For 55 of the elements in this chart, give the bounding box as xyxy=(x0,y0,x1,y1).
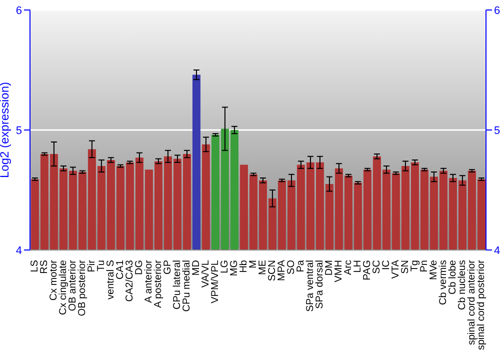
x-tick-label: RS xyxy=(38,260,50,274)
x-tick-label: CA2/CA3 xyxy=(124,260,136,302)
x-tick-label: Arc xyxy=(342,260,354,275)
x-tick-label: Cb nucleus xyxy=(456,260,468,310)
y2-tick-label: 5 xyxy=(494,124,500,137)
x-tick-label: MG xyxy=(228,260,240,276)
x-tick-label: Tg xyxy=(409,260,420,272)
x-tick-label: SPa dorsal xyxy=(314,260,326,309)
x-tick-label: VMH xyxy=(333,260,344,282)
y-tick-label: 6 xyxy=(16,4,22,17)
y-axis-title: Log2 (expression) xyxy=(0,82,12,178)
x-tick-label: A anterior xyxy=(143,259,154,303)
x-tick-label: MPA xyxy=(276,260,288,281)
x-tick-label: DG xyxy=(134,260,145,275)
x-tick-label: DM xyxy=(324,260,335,276)
x-tick-label: Tu xyxy=(96,260,107,272)
x-tick-label: Pa xyxy=(295,260,306,272)
x-tick-label: Cb vermis xyxy=(438,260,449,306)
x-tick-label: PAG xyxy=(362,260,373,280)
x-tick-label: spinal cord posterior xyxy=(476,259,487,350)
y2-tick-label: 4 xyxy=(494,244,500,257)
x-tick-label: CPu medial xyxy=(181,260,192,312)
x-tick-label: IC xyxy=(380,260,392,270)
x-tick-label: LH xyxy=(352,260,364,273)
x-tick-label: OB anterior xyxy=(67,259,78,312)
x-tick-label: MVe xyxy=(428,260,440,280)
x-tick-label: SO xyxy=(286,260,297,274)
y-tick-label: 4 xyxy=(16,244,22,257)
x-tick-label: Pn xyxy=(418,260,430,272)
x-tick-label: CA1 xyxy=(114,260,126,280)
x-tick-label: M xyxy=(248,260,259,268)
x-tick-label: LS xyxy=(29,260,40,272)
x-tick-label: Hb xyxy=(238,260,250,273)
x-tick-label: SN xyxy=(400,260,411,274)
x-tick-label: Cx cingulate xyxy=(58,260,69,316)
x-tick-label: OB posterior xyxy=(76,259,88,316)
y-tick-label: 5 xyxy=(16,124,22,137)
x-tick-label: LG xyxy=(219,260,230,274)
x-tick-label: Pir xyxy=(86,259,98,272)
x-tick-label: Cb lobe xyxy=(447,260,458,294)
x-tick-label: spinal cord anterior xyxy=(466,259,478,346)
x-tick-label: Cx motor xyxy=(48,259,60,301)
x-tick-label: ME xyxy=(257,260,268,275)
x-tick-label: MD xyxy=(190,260,202,276)
x-tick-label: SCN xyxy=(266,260,278,282)
x-tick-label: CPu lateral xyxy=(172,260,183,310)
x-tick-label: VPM/VPL xyxy=(210,260,221,304)
x-tick-label: SC xyxy=(371,260,382,274)
x-tick-label: SPa ventral xyxy=(304,260,316,312)
x-tick-label: ventral S xyxy=(105,260,116,300)
x-tick-label: A posterior xyxy=(152,259,164,308)
x-tick-label: VTA xyxy=(390,260,402,279)
x-tick-label: VA/VL xyxy=(200,260,212,288)
y2-tick-label: 6 xyxy=(494,4,500,17)
x-tick-label: GP xyxy=(162,260,174,274)
